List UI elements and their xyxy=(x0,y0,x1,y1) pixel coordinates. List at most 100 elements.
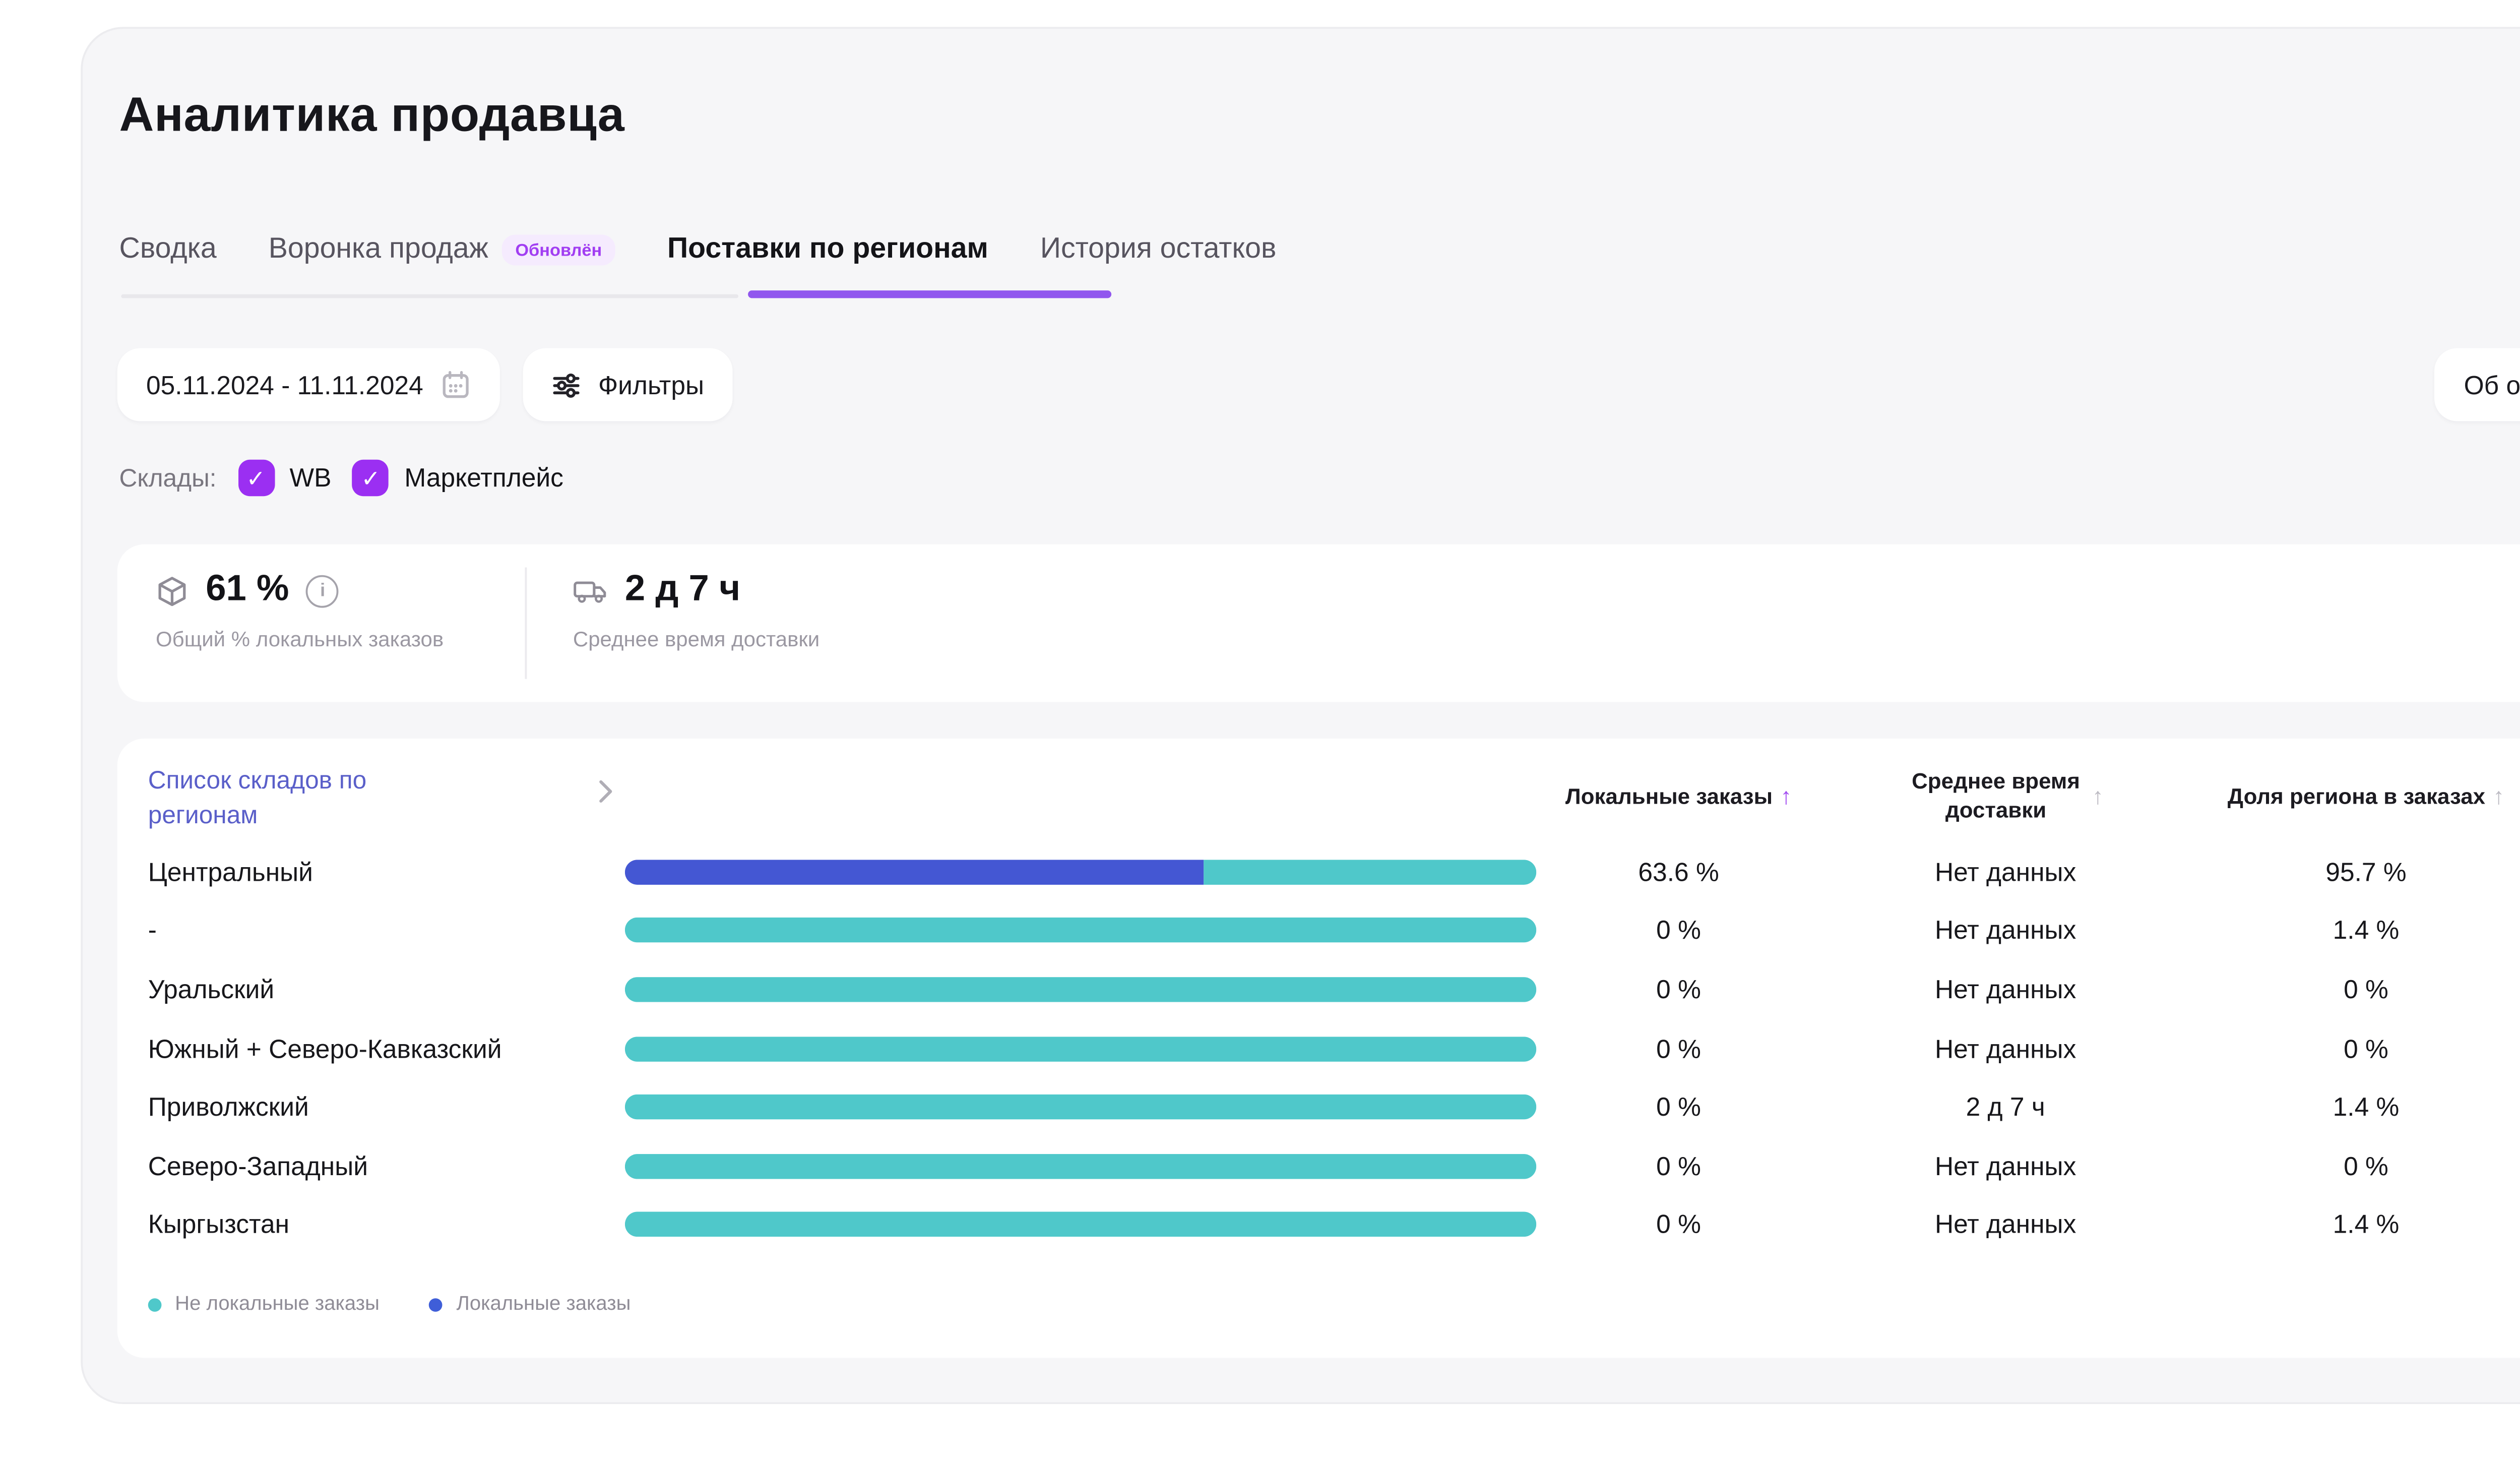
local-orders-value: 63.6 % xyxy=(1638,857,1719,886)
stat-local-orders: 61 % i Общий % локальных заказов xyxy=(117,544,525,702)
bar-nonlocal-segment xyxy=(624,977,1537,1002)
date-range-value: 05.11.2024 - 11.11.2024 xyxy=(146,370,423,399)
warehouse-checkbox-marketplace[interactable]: ✓ Маркетплейс xyxy=(352,459,563,497)
column-header-local-orders[interactable]: Локальные заказы ↑ xyxy=(1544,783,1813,813)
tab-sales-funnel[interactable]: Воронка продаж Обновлён xyxy=(269,233,616,265)
region-share-value: 0 % xyxy=(2344,1151,2388,1181)
avg-delivery-value: Нет данных xyxy=(1934,975,2076,1004)
avg-delivery-value: Нет данных xyxy=(1934,1151,2076,1181)
local-orders-value: 0 % xyxy=(1656,1092,1701,1122)
region-name: Южный + Северо-Кавказский xyxy=(148,1034,502,1063)
local-orders-value: 0 % xyxy=(1656,1034,1701,1063)
filters-label: Фильтры xyxy=(598,370,705,399)
bar-nonlocal-segment xyxy=(624,1212,1537,1238)
region-bar xyxy=(624,1036,1544,1061)
warehouses-filter: Склады: ✓ WB ✓ Маркетплейс xyxy=(119,459,563,497)
bar-nonlocal-segment xyxy=(624,918,1537,943)
package-icon xyxy=(156,574,188,607)
local-orders-value: 0 % xyxy=(1656,1151,1701,1181)
region-name: Уральский xyxy=(148,975,275,1004)
avg-delivery-value: 2 д 7 ч xyxy=(1966,1092,2045,1122)
region-name: Северо-Западный xyxy=(148,1151,368,1181)
toolbar-right: Об отчёте ? Помощь xyxy=(2435,348,2520,421)
tab-stock-history[interactable]: История остатков xyxy=(1040,232,1277,266)
avg-delivery-value: Нет данных xyxy=(1934,916,2076,945)
region-bar xyxy=(624,1153,1544,1179)
stat-divider xyxy=(525,567,527,679)
local-orders-value: 0 % xyxy=(1656,975,1701,1004)
local-orders-value: 0 % xyxy=(1656,1210,1701,1240)
legend-item-local: Локальные заказы xyxy=(429,1293,631,1316)
checkbox-checked-icon: ✓ xyxy=(352,459,389,497)
chart-legend: Не локальные заказы Локальные заказы xyxy=(148,1293,631,1316)
bar-nonlocal-segment xyxy=(624,1036,1537,1061)
region-bar xyxy=(624,1212,1544,1238)
local-orders-percent: 61 % xyxy=(206,569,289,610)
active-tab-underline xyxy=(748,290,1112,298)
local-orders-caption: Общий % локальных заказов xyxy=(156,629,444,652)
region-name: - xyxy=(148,916,157,945)
bar-local-segment xyxy=(624,859,1205,885)
filters-icon xyxy=(552,370,581,399)
warehouses-label: Склады: xyxy=(119,463,217,493)
region-share-value: 95.7 % xyxy=(2325,857,2407,886)
sort-arrow-icon: ↑ xyxy=(2493,783,2505,810)
stat-avg-delivery: 2 д 7 ч Среднее время доставки xyxy=(527,544,820,702)
analytics-panel: Аналитика продавца Обновлено 11.11.24 в … xyxy=(81,27,2520,1405)
info-icon[interactable]: i xyxy=(306,574,339,607)
tab-regional-supplies[interactable]: Поставки по регионам xyxy=(667,232,988,266)
region-name: Центральный xyxy=(148,857,313,886)
sort-arrow-icon: ↑ xyxy=(1780,783,1792,810)
chevron-right-icon[interactable] xyxy=(598,780,613,815)
tab-bar: Сводка Воронка продаж Обновлён Поставки … xyxy=(119,233,1277,266)
region-share-value: 0 % xyxy=(2344,975,2388,1004)
region-name: Кыргызстан xyxy=(148,1210,290,1240)
region-bar xyxy=(624,859,1544,885)
region-bar xyxy=(624,977,1544,1002)
about-report-button[interactable]: Об отчёте ? xyxy=(2435,348,2520,421)
bar-nonlocal-segment xyxy=(1204,859,1537,885)
region-share-value: 1.4 % xyxy=(2333,1092,2400,1122)
avg-delivery-value: Нет данных xyxy=(1934,1034,2076,1063)
region-bar xyxy=(624,1095,1544,1120)
avg-delivery-value: Нет данных xyxy=(1934,1210,2076,1240)
truck-icon xyxy=(573,576,608,605)
local-orders-value: 0 % xyxy=(1656,916,1701,945)
warehouses-by-region-link[interactable]: Список складов по регионам xyxy=(148,766,367,829)
date-range-picker[interactable]: 05.11.2024 - 11.11.2024 xyxy=(117,348,500,421)
bar-nonlocal-segment xyxy=(624,1095,1537,1120)
tabs-divider xyxy=(121,294,738,298)
legend-item-nonlocal: Не локальные заказы xyxy=(148,1293,380,1316)
table-row: Южный + Северо-Кавказский 0 % Нет данных 0 … xyxy=(148,1019,2520,1078)
warehouse-checkbox-wb[interactable]: ✓ WB xyxy=(237,459,331,497)
tab-summary[interactable]: Сводка xyxy=(119,232,217,266)
column-header-avg-delivery[interactable]: Среднее время доставки ↑ xyxy=(1912,771,2104,823)
region-share-value: 1.4 % xyxy=(2333,916,2400,945)
filters-button[interactable]: Фильтры xyxy=(523,348,733,421)
avg-delivery-value: 2 д 7 ч xyxy=(624,569,741,610)
region-share-value: 0 % xyxy=(2344,1034,2388,1063)
avg-delivery-caption: Среднее время доставки xyxy=(573,629,820,652)
sort-arrow-icon: ↑ xyxy=(2092,783,2104,810)
nonlocal-dot-icon xyxy=(148,1297,162,1311)
page-title: Аналитика продавца xyxy=(119,88,625,143)
region-bar xyxy=(624,918,1544,943)
region-share-value: 1.4 % xyxy=(2333,1210,2400,1240)
avg-delivery-value: Нет данных xyxy=(1934,857,2076,886)
column-header-region-share[interactable]: Доля региона в заказах ↑ xyxy=(2198,783,2520,813)
summary-card: 61 % i Общий % локальных заказов 2 д 7 ч… xyxy=(117,544,2520,702)
region-name: Приволжский xyxy=(148,1092,309,1122)
about-report-label: Об отчёте xyxy=(2464,370,2520,399)
updated-badge: Обновлён xyxy=(501,233,616,265)
table-header-row: Список складов по регионам Локальные зак… xyxy=(148,754,2520,842)
calendar-icon xyxy=(440,369,471,400)
bar-nonlocal-segment xyxy=(624,1153,1537,1179)
checkbox-checked-icon: ✓ xyxy=(237,459,274,497)
